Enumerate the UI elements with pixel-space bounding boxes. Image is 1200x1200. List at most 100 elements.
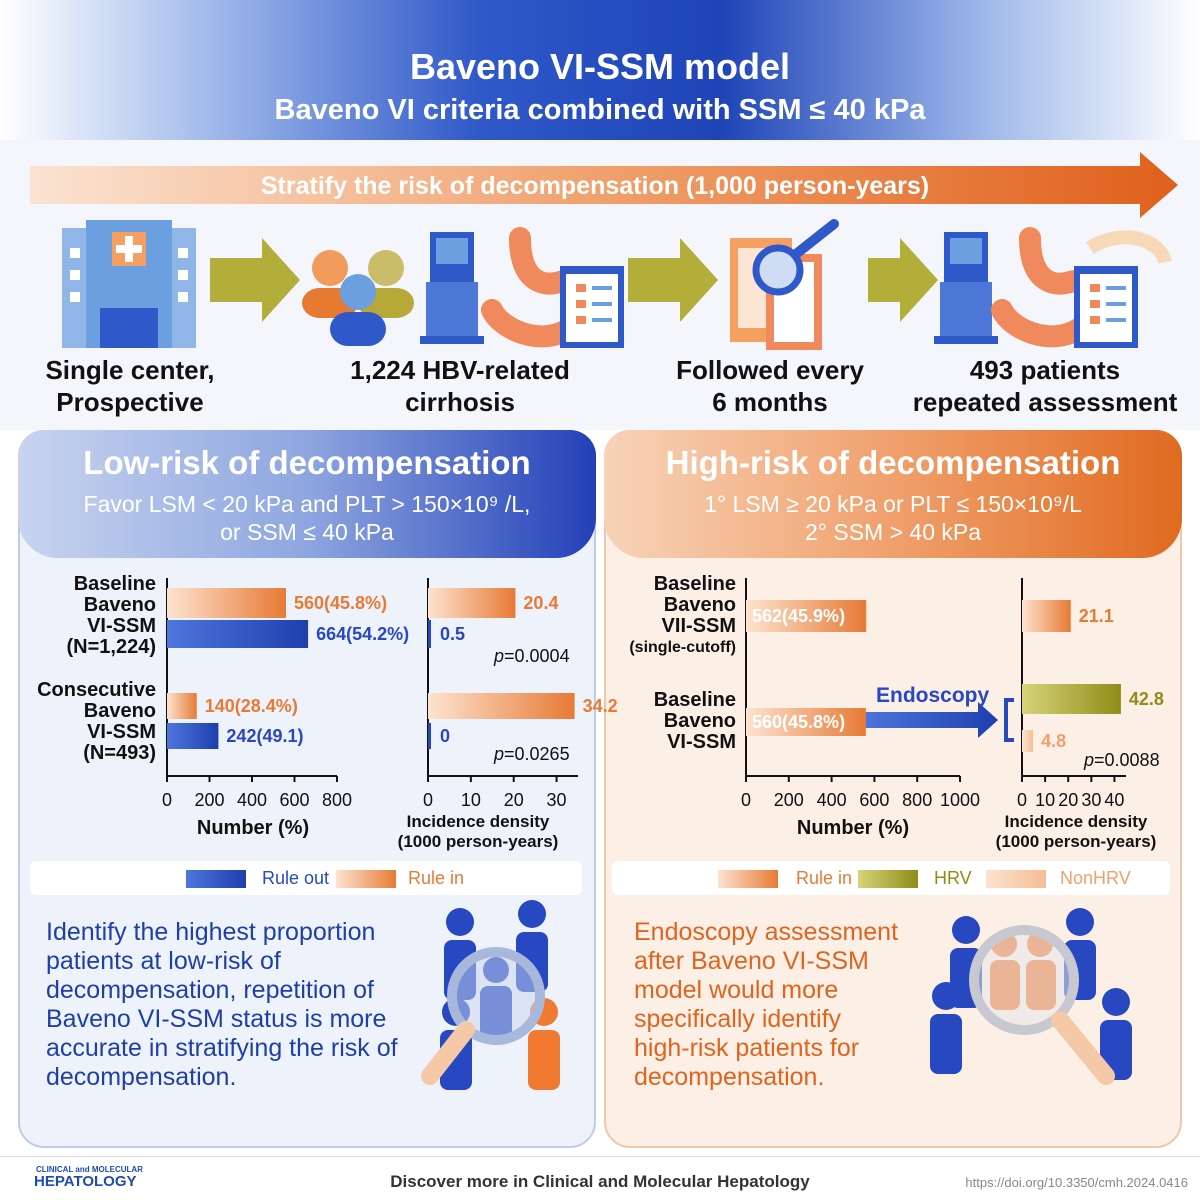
legend-rule-in: Rule in bbox=[796, 868, 853, 888]
hospital-icon bbox=[62, 220, 196, 348]
right-axis2-title: Incidence density (1000 person-years) bbox=[976, 812, 1176, 852]
step-1-line1: Single center, bbox=[45, 355, 215, 385]
legend-hrv: HRV bbox=[934, 868, 972, 888]
data-label: 0.5 bbox=[440, 624, 465, 644]
left-row2-label: Consecutive Baveno VI-SSM (N=493) bbox=[20, 680, 156, 764]
x-tick-label: 200 bbox=[194, 790, 224, 810]
right-row2-line: VI-SSM bbox=[667, 731, 736, 753]
bar-rule-in bbox=[428, 588, 516, 618]
magnifier-icon bbox=[969, 925, 1115, 1085]
left-row2-line: (N=493) bbox=[83, 742, 156, 764]
legend-swatch-hrv bbox=[858, 870, 918, 888]
endoscopy-bracket bbox=[1004, 698, 1014, 742]
left-row1-line: Baveno bbox=[83, 594, 156, 616]
bar-rule-in bbox=[746, 708, 866, 736]
left-row2-line: Consecutive bbox=[37, 679, 156, 701]
p-value: =0.0088 bbox=[1094, 750, 1160, 770]
x-tick-label: 800 bbox=[902, 790, 932, 810]
bar-rule-out bbox=[428, 620, 431, 648]
legend-rule-out: Rule out bbox=[262, 868, 330, 888]
high-risk-header: High-risk of decompensation 1° LSM ≥ 20 … bbox=[604, 430, 1182, 558]
endoscopy-arrow bbox=[862, 702, 998, 738]
page-subtitle: Baveno VI criteria combined with SSM ≤ 4… bbox=[274, 94, 926, 126]
step-2-line1: 1,224 HBV-related bbox=[350, 355, 570, 385]
bar-rule-in bbox=[428, 693, 575, 719]
p-letter: p bbox=[494, 744, 505, 764]
low-risk-illustration bbox=[421, 900, 560, 1090]
axis2-title-line1: Incidence density bbox=[406, 812, 550, 831]
conclusion-line: accurate in stratifying the risk of bbox=[46, 1034, 398, 1062]
footer-text: Discover more in Clinical and Molecular … bbox=[390, 1172, 810, 1191]
step-3-label: Followed every 6 months bbox=[650, 354, 890, 418]
x-tick-label: 600 bbox=[859, 790, 889, 810]
axis2-title-line2: (1000 person-years) bbox=[995, 832, 1157, 851]
x-tick-label: 20 bbox=[1058, 790, 1078, 810]
left-pvalue-1: p=0.0004 bbox=[494, 646, 570, 667]
x-tick-label: 30 bbox=[547, 790, 567, 810]
high-risk-criteria: 1° LSM ≥ 20 kPa or PLT ≤ 150×10⁹/L 2° SS… bbox=[604, 490, 1182, 546]
data-label: 242(49.1) bbox=[226, 726, 303, 746]
high-risk-criteria-line1: 1° LSM ≥ 20 kPa or PLT ≤ 150×10⁹/L bbox=[704, 491, 1082, 517]
data-label: 664(54.2%) bbox=[316, 624, 409, 644]
bar-hrv bbox=[1022, 684, 1121, 714]
right-row1-line: Baveno bbox=[663, 594, 736, 616]
fibroscan-machine-icon bbox=[420, 232, 484, 344]
step-4-line1: 493 patients bbox=[969, 355, 1121, 385]
x-tick-label: 800 bbox=[322, 790, 352, 810]
data-label: 42.8 bbox=[1129, 689, 1164, 709]
step-1-line2: Prospective bbox=[56, 387, 204, 417]
journal-logo-small: CLINICAL and MOLECULAR bbox=[36, 1165, 143, 1174]
bar-rule-in bbox=[746, 600, 867, 632]
step-arrow-icon bbox=[868, 238, 938, 322]
axis2-title-line1: Incidence density bbox=[1004, 812, 1148, 831]
legend-swatch-rule-in bbox=[336, 870, 396, 888]
doi-link[interactable]: https://doi.org/10.3350/cmh.2024.0416 bbox=[965, 1175, 1188, 1190]
step-3-line2: 6 months bbox=[712, 387, 828, 417]
right-row1-line: VII-SSM bbox=[661, 615, 736, 637]
conclusion-line: Identify the highest proportion bbox=[46, 918, 376, 946]
step-arrow-icon bbox=[628, 238, 718, 322]
data-label: 140(28.4%) bbox=[205, 696, 298, 716]
high-risk-title: High-risk of decompensation bbox=[665, 444, 1121, 481]
data-label: 34.2 bbox=[583, 696, 618, 716]
header-banner: Baveno VI-SSM model Baveno VI criteria c… bbox=[0, 0, 1200, 140]
conclusion-line: high-risk patients for bbox=[634, 1034, 860, 1062]
bar-rule-in bbox=[167, 588, 286, 618]
conclusion-line: decompensation. bbox=[634, 1063, 825, 1091]
left-pvalue-2: p=0.0265 bbox=[494, 744, 570, 765]
x-tick-label: 20 bbox=[504, 790, 524, 810]
step-3-line1: Followed every bbox=[676, 355, 864, 385]
data-label: 0 bbox=[440, 726, 450, 746]
right-pvalue: p=0.0088 bbox=[1084, 750, 1160, 771]
data-label: 562(45.9%) bbox=[752, 606, 845, 626]
low-risk-title: Low-risk of decompensation bbox=[83, 444, 531, 481]
bar-nonhrv bbox=[1022, 730, 1034, 752]
low-risk-criteria-line2: or SSM ≤ 40 kPa bbox=[220, 519, 394, 545]
stratify-arrow-shape bbox=[30, 152, 1178, 218]
conclusion-line: after Baveno VI-SSM bbox=[634, 947, 869, 975]
high-risk-conclusion: Endoscopy assessment after Baveno VI-SSM… bbox=[634, 918, 914, 1092]
journal-logo: HEPATOLOGY bbox=[34, 1173, 137, 1190]
left-axis1-title: Number (%) bbox=[196, 817, 310, 839]
legend-swatch-rule-out bbox=[186, 870, 246, 888]
steps-illustration bbox=[62, 219, 1172, 350]
data-label: 560(45.8%) bbox=[294, 593, 387, 613]
right-row2-label: Baseline Baveno VI-SSM bbox=[612, 690, 736, 753]
conclusion-line: model would more bbox=[634, 976, 839, 1004]
axis2-title-line2: (1000 person-years) bbox=[397, 832, 559, 851]
step-2-line2: cirrhosis bbox=[405, 387, 515, 417]
report-magnifier-icon bbox=[730, 219, 839, 350]
data-label: 21.1 bbox=[1079, 606, 1114, 626]
left-row2-line: VI-SSM bbox=[87, 721, 156, 743]
stratify-label: Stratify the risk of decompensation (1,0… bbox=[260, 172, 930, 200]
conclusion-line: decompensation, repetition of bbox=[46, 976, 374, 1004]
step-4-label: 493 patients repeated assessment bbox=[900, 354, 1190, 418]
low-risk-criteria-line1: Favor LSM < 20 kPa and PLT > 150×10⁹ /L, bbox=[83, 491, 531, 517]
x-tick-label: 400 bbox=[237, 790, 267, 810]
step-2-label: 1,224 HBV-related cirrhosis bbox=[310, 354, 610, 418]
x-tick-label: 200 bbox=[774, 790, 804, 810]
x-tick-label: 10 bbox=[1035, 790, 1055, 810]
right-legend: Rule in HRV NonHRV bbox=[612, 861, 1170, 895]
magnifier-icon bbox=[421, 947, 545, 1085]
footer-divider bbox=[0, 1156, 1200, 1157]
